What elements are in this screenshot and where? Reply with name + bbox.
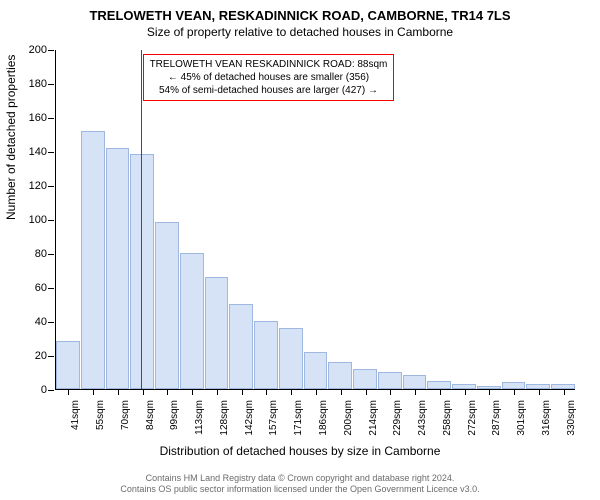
y-tick-label: 140 — [7, 146, 47, 158]
x-tick — [217, 389, 218, 395]
chart-title-sub: Size of property relative to detached ho… — [0, 23, 600, 39]
x-tick-label: 84sqm — [145, 400, 156, 440]
x-tick-label: 301sqm — [516, 400, 527, 440]
histogram-bar — [56, 341, 80, 389]
x-tick — [539, 389, 540, 395]
annotation-line2: ← 45% of detached houses are smaller (35… — [150, 71, 388, 84]
y-tick — [48, 220, 54, 221]
y-tick — [48, 118, 54, 119]
y-tick-label: 80 — [7, 248, 47, 260]
x-tick-label: 142sqm — [244, 400, 255, 440]
x-tick — [489, 389, 490, 395]
chart-plot-area: 02040608010012014016018020041sqm55sqm70s… — [55, 50, 575, 390]
histogram-bar — [254, 321, 278, 389]
histogram-bar — [304, 352, 328, 389]
x-tick — [366, 389, 367, 395]
x-tick — [143, 389, 144, 395]
x-tick-label: 229sqm — [392, 400, 403, 440]
y-tick — [48, 152, 54, 153]
x-tick-label: 55sqm — [95, 400, 106, 440]
histogram-bar — [378, 372, 402, 389]
x-tick — [465, 389, 466, 395]
x-tick-label: 99sqm — [169, 400, 180, 440]
y-tick — [48, 390, 54, 391]
x-tick-label: 171sqm — [293, 400, 304, 440]
annotation-line3: 54% of semi-detached houses are larger (… — [150, 84, 388, 97]
x-tick — [167, 389, 168, 395]
attribution-text: Contains HM Land Registry data © Crown c… — [0, 473, 600, 496]
attribution-line1: Contains HM Land Registry data © Crown c… — [0, 473, 600, 485]
y-tick — [48, 356, 54, 357]
x-tick — [390, 389, 391, 395]
y-tick-label: 60 — [7, 282, 47, 294]
x-tick-label: 243sqm — [417, 400, 428, 440]
y-tick-label: 160 — [7, 112, 47, 124]
reference-line — [141, 50, 142, 389]
y-tick — [48, 84, 54, 85]
x-tick-label: 70sqm — [120, 400, 131, 440]
histogram-bar — [205, 277, 229, 389]
x-tick — [93, 389, 94, 395]
x-tick — [266, 389, 267, 395]
x-tick-label: 316sqm — [541, 400, 552, 440]
x-tick — [242, 389, 243, 395]
histogram-bar — [155, 222, 179, 389]
histogram-bar — [279, 328, 303, 389]
annotation-box: TRELOWETH VEAN RESKADINNICK ROAD: 88sqm←… — [143, 54, 395, 101]
x-tick-label: 258sqm — [442, 400, 453, 440]
x-tick-label: 214sqm — [368, 400, 379, 440]
histogram-bar — [106, 148, 130, 389]
x-tick-label: 128sqm — [219, 400, 230, 440]
histogram-bar — [427, 381, 451, 390]
histogram-bar — [403, 375, 427, 389]
x-tick — [291, 389, 292, 395]
y-tick — [48, 186, 54, 187]
histogram-bar — [328, 362, 352, 389]
x-tick — [440, 389, 441, 395]
x-tick-label: 157sqm — [268, 400, 279, 440]
plot-frame: 02040608010012014016018020041sqm55sqm70s… — [55, 50, 575, 390]
x-tick-label: 200sqm — [343, 400, 354, 440]
histogram-bar — [81, 131, 105, 389]
histogram-bar — [229, 304, 253, 389]
chart-title-main: TRELOWETH VEAN, RESKADINNICK ROAD, CAMBO… — [0, 0, 600, 23]
y-tick — [48, 288, 54, 289]
annotation-line1: TRELOWETH VEAN RESKADINNICK ROAD: 88sqm — [150, 58, 388, 71]
histogram-bar — [180, 253, 204, 389]
x-tick-label: 113sqm — [194, 400, 205, 440]
y-tick-label: 40 — [7, 316, 47, 328]
y-tick-label: 100 — [7, 214, 47, 226]
x-tick — [514, 389, 515, 395]
y-tick-label: 20 — [7, 350, 47, 362]
attribution-line2: Contains OS public sector information li… — [0, 484, 600, 496]
y-tick-label: 0 — [7, 384, 47, 396]
x-tick — [68, 389, 69, 395]
x-tick — [192, 389, 193, 395]
histogram-bar — [130, 154, 154, 389]
x-tick — [415, 389, 416, 395]
x-tick — [118, 389, 119, 395]
x-tick — [341, 389, 342, 395]
y-tick — [48, 50, 54, 51]
y-tick-label: 180 — [7, 78, 47, 90]
x-tick — [564, 389, 565, 395]
x-axis-label: Distribution of detached houses by size … — [0, 444, 600, 458]
x-tick — [316, 389, 317, 395]
x-tick-label: 41sqm — [70, 400, 81, 440]
x-tick-label: 186sqm — [318, 400, 329, 440]
y-tick — [48, 254, 54, 255]
x-tick-label: 272sqm — [467, 400, 478, 440]
x-tick-label: 287sqm — [491, 400, 502, 440]
histogram-bar — [502, 382, 526, 389]
x-tick-label: 330sqm — [566, 400, 577, 440]
y-tick — [48, 322, 54, 323]
y-tick-label: 200 — [7, 44, 47, 56]
histogram-bar — [353, 369, 377, 389]
y-tick-label: 120 — [7, 180, 47, 192]
